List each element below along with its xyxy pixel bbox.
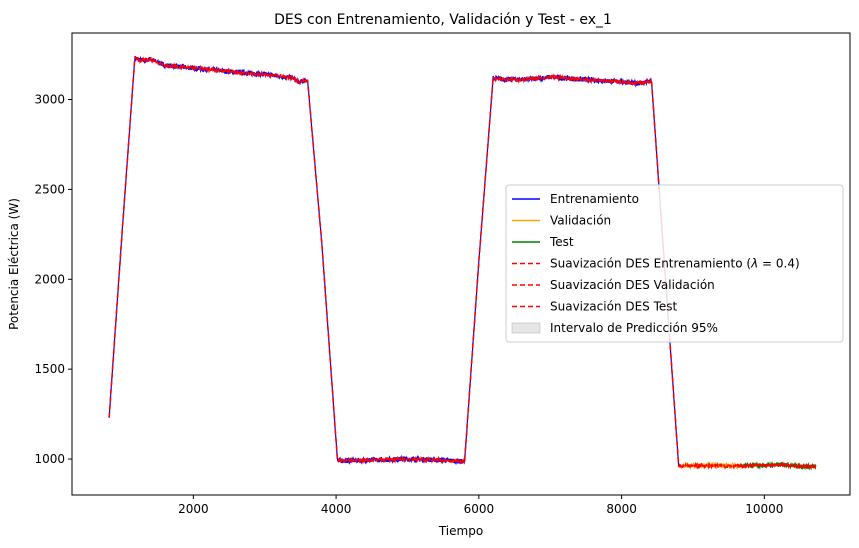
chart-title: DES con Entrenamiento, Validación y Test… [274,12,612,28]
x-tick-label: 8000 [606,502,637,516]
plot-frame [71,32,851,496]
y-tick-label: 1000 [34,452,65,466]
legend: Entrenamiento Validación Test Suavización D… [505,184,844,343]
legend-label: Intervalo de Predicción 95% [550,321,718,335]
x-tick-label: 10000 [745,502,783,516]
y-tick-label: 2500 [34,182,65,196]
smoothing-line-validaci-n [677,461,744,470]
legend-label-lambda: λ [750,257,758,271]
y-axis-ticks: 1000 1500 2000 2500 3000 [34,93,72,466]
legend-label: Suavización DES Test [550,300,678,314]
legend-label-suffix: = 0.4) [758,257,799,271]
legend-label: Suavización DES Entrenamiento (λ = 0.4) [550,257,800,271]
legend-swatch-patch [511,322,541,334]
x-axis-label: Tiempo [438,524,483,538]
x-tick-label: 2000 [178,502,209,516]
legend-label: Test [549,235,574,249]
legend-entries: Entrenamiento Validación Test Suavización D… [511,192,800,335]
legend-label: Entrenamiento [550,192,639,206]
legend-label-prefix: Suavización DES Entrenamiento ( [550,257,751,271]
legend-label: Validación [550,214,611,228]
smoothing-line-test [742,461,817,471]
y-axis-label: Potencia Eléctrica (W) [7,198,21,330]
y-tick-label: 2000 [34,272,65,286]
x-tick-label: 6000 [464,502,495,516]
smoothing-line-entrenamiento [108,55,680,467]
x-axis-ticks: 2000 4000 6000 8000 10000 [178,495,783,516]
plot-content [108,55,817,471]
legend-label: Suavización DES Validación [550,278,715,292]
legend-box [505,184,844,343]
y-tick-label: 1500 [34,362,65,376]
y-tick-label: 3000 [34,93,65,107]
x-tick-label: 4000 [321,502,352,516]
